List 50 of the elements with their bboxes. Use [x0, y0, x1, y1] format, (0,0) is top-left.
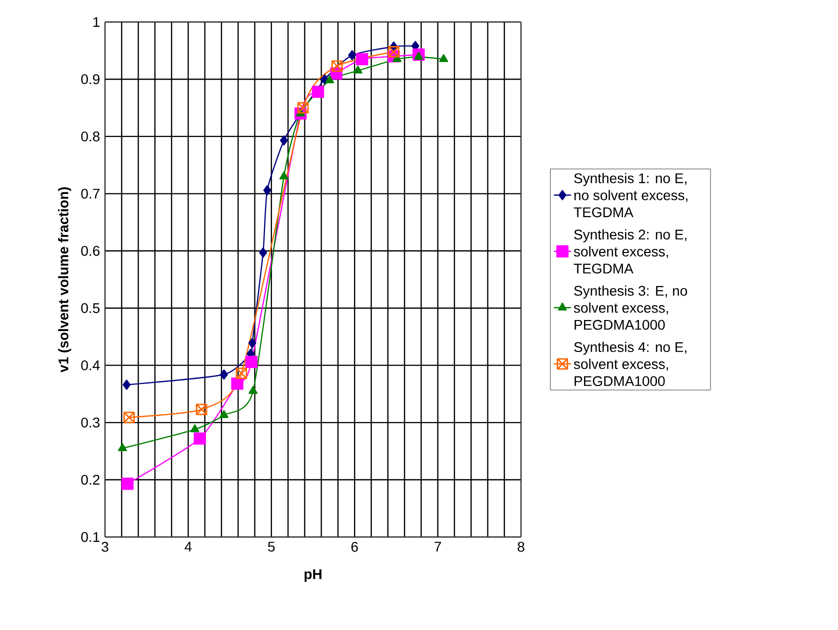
point	[259, 248, 268, 258]
legend-label: Synthesis 4: no E, solvent excess, PEGDMA1000	[574, 342, 686, 386]
y-tick-label: 0.5	[81, 303, 100, 314]
y-tick-label: 0.2	[81, 474, 100, 485]
point	[245, 356, 258, 368]
point	[196, 404, 208, 416]
y-tick-label: 0.3	[81, 418, 100, 428]
point	[123, 412, 135, 424]
legend-label: Synthesis 2: no E, solvent excess, TEGDMA	[574, 229, 686, 274]
point	[356, 53, 368, 66]
x-tick-label: 5	[268, 542, 275, 552]
y-tick-label: 1	[93, 17, 100, 27]
point	[231, 378, 244, 390]
point	[439, 54, 448, 62]
x-tick-label: 4	[184, 542, 192, 552]
point	[122, 380, 131, 390]
point	[325, 75, 334, 84]
point	[248, 386, 258, 394]
y-tick-label: 0.9	[81, 74, 100, 84]
point	[353, 66, 362, 74]
y-axis-title: v1 (solvent volume fraction)	[58, 187, 72, 372]
point	[236, 368, 248, 380]
y-tick-label: 0.8	[81, 131, 100, 142]
x-tick-label: 7	[434, 542, 441, 552]
point	[348, 50, 356, 60]
point	[248, 338, 256, 348]
point	[118, 443, 127, 452]
x-tick-label: 3	[102, 542, 108, 552]
point	[220, 369, 228, 380]
point	[331, 60, 343, 72]
point	[414, 52, 424, 60]
point	[190, 424, 200, 432]
point	[388, 46, 400, 58]
x-tick-label: 8	[518, 542, 524, 552]
point	[194, 432, 206, 445]
y-tick-label: 0.1	[81, 532, 100, 542]
y-tick-label: 0.7	[81, 188, 100, 199]
point	[312, 86, 324, 98]
point	[121, 478, 134, 490]
point	[263, 185, 272, 196]
point	[279, 171, 288, 180]
x-axis-title: pH	[304, 569, 322, 582]
x-tick-label: 6	[351, 542, 358, 552]
legend-label: Synthesis 1: no E, no solvent excess, TEGDMA	[574, 172, 688, 218]
point	[297, 102, 309, 114]
y-tick-label: 0.4	[81, 360, 100, 370]
point	[219, 410, 228, 418]
point	[280, 135, 288, 146]
legend-label: Synthesis 3: E, no solvent excess, PEGDMA1000	[574, 286, 688, 330]
y-tick-label: 0.6	[81, 246, 100, 256]
